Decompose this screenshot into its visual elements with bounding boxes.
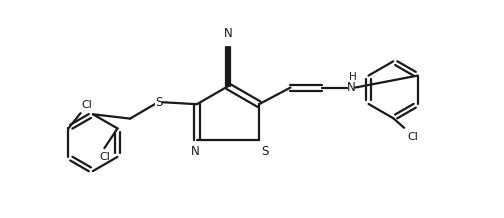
- Text: N: N: [347, 81, 356, 94]
- Text: Cl: Cl: [82, 100, 92, 110]
- Text: N: N: [191, 145, 200, 158]
- Text: Cl: Cl: [407, 132, 418, 142]
- Text: Cl: Cl: [99, 152, 110, 162]
- Text: H: H: [349, 72, 356, 82]
- Text: S: S: [155, 95, 162, 109]
- Text: N: N: [224, 27, 232, 40]
- Text: S: S: [262, 145, 269, 158]
